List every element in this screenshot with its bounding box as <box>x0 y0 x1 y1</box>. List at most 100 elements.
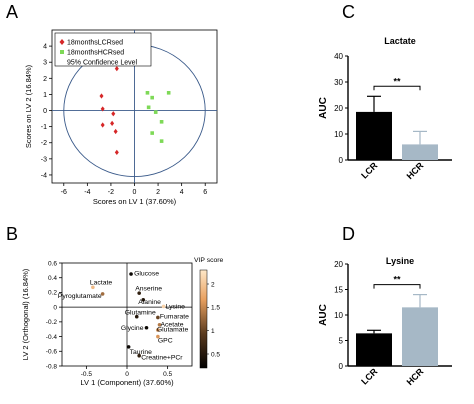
panel-d-lysine-bar-chart: Lysine 0 5 10 15 20 AUC LCR HCR ** <box>318 256 452 387</box>
y-tick-label: 4 <box>43 44 47 51</box>
loading-point <box>157 323 162 327</box>
colorbar-tick-label: 2 <box>211 281 215 288</box>
loading-label: Alanine <box>138 299 161 306</box>
colorbar-tick-label: 0.5 <box>211 351 220 358</box>
x-tick-label: -6 <box>61 189 67 196</box>
loading-label: Creatine+PCr <box>141 355 183 362</box>
y-tick-label: 2 <box>43 76 47 83</box>
y-tick-label: 0.6 <box>48 260 57 267</box>
panel-label-d: D <box>342 224 355 244</box>
loading-label: GPC <box>158 338 173 345</box>
y-tick-label: 5 <box>339 337 344 346</box>
y-tick-label: 10 <box>334 130 343 139</box>
significance-label: ** <box>393 275 401 285</box>
bar-lcr <box>356 333 392 366</box>
legend-marker-square <box>60 50 64 54</box>
loading-label: Lysine <box>166 303 186 310</box>
data-point-lcr <box>111 111 116 117</box>
bar-hcr <box>402 307 438 366</box>
x-tick-label: 2 <box>156 189 160 196</box>
loading-point <box>161 304 166 309</box>
significance-bracket <box>373 284 421 289</box>
data-point-hcr <box>166 91 171 95</box>
colorbar-tick-label: 1 <box>211 328 215 335</box>
data-point-hcr <box>159 120 164 124</box>
y-tick-label: -4 <box>41 172 47 179</box>
y-axis-label: AUC <box>318 304 329 326</box>
x-tick-label: HCR <box>405 366 426 387</box>
loading-label: Fumarate <box>160 313 189 320</box>
loading-point <box>137 353 141 358</box>
y-tick-label: 0.4 <box>48 275 57 282</box>
data-point-lcr <box>113 128 118 135</box>
y-tick-label: -0.6 <box>46 349 58 356</box>
legend-marker-diamond <box>59 39 65 45</box>
y-axis-label: AUC <box>318 97 329 119</box>
panel-b-loadings-plot: -0.5 0 0.5 -0.8 -0.6 -0.4 -0.2 0 0.2 0.4 0.6 LV 1 (… <box>21 257 224 387</box>
loading-label: Lactate <box>90 279 113 286</box>
x-axis-label: LV 1 (Component) (37.60%) <box>80 378 174 387</box>
legend-label: 18monthsHCRsed <box>67 50 124 57</box>
loading-point <box>144 325 149 330</box>
x-tick-label: HCR <box>405 160 426 181</box>
loading-point <box>129 272 133 276</box>
y-tick-label: 0.2 <box>48 290 57 297</box>
data-point-lcr <box>100 122 105 128</box>
loading-label: Acetate <box>161 321 184 328</box>
vip-colorbar <box>199 269 208 369</box>
data-point-lcr <box>110 120 115 127</box>
x-tick-label: LCR <box>359 160 380 181</box>
loading-label: Glucose <box>134 271 159 278</box>
y-tick-label: 30 <box>334 78 343 87</box>
data-point-hcr <box>150 95 154 100</box>
y-tick-label: 10 <box>334 311 343 320</box>
y-tick-label: -0.8 <box>46 363 58 370</box>
x-tick-label: 0.5 <box>163 371 172 378</box>
significance-label: ** <box>393 76 401 86</box>
y-tick-label: 0 <box>339 362 344 371</box>
data-point-hcr <box>150 131 154 135</box>
loading-label: Glutamine <box>125 310 156 317</box>
x-tick-label: -4 <box>84 189 90 196</box>
x-tick-label: 0 <box>125 371 129 378</box>
loading-point <box>156 315 160 320</box>
x-tick-label: 6 <box>203 189 207 196</box>
loading-label: Glutamate <box>157 326 189 333</box>
y-tick-label: 1 <box>43 92 47 99</box>
chart-title: Lysine <box>386 256 414 266</box>
bar-lcr <box>356 111 392 160</box>
y-tick-label: 20 <box>334 260 343 269</box>
data-point-lcr <box>100 106 105 112</box>
x-axis-label: Scores on LV 1 (37.60%) <box>93 197 177 206</box>
y-tick-label: 0 <box>43 108 47 115</box>
colorbar-title: VIP score <box>194 257 224 264</box>
panel-label-b: B <box>6 224 19 244</box>
data-point-hcr <box>153 110 158 114</box>
loading-point <box>141 297 146 302</box>
loading-point <box>137 291 141 295</box>
loading-label: Pyroglutamate <box>58 293 102 300</box>
loading-point <box>156 328 160 332</box>
data-point-hcr <box>146 105 151 110</box>
y-tick-label: -1 <box>41 124 47 131</box>
loading-label: Taurine <box>130 349 153 356</box>
y-tick-label: 3 <box>43 60 47 67</box>
y-axis-label: Scores on LV 2 (16.84%) <box>24 64 33 148</box>
data-point-hcr <box>159 139 164 143</box>
legend-label: 18monthsLCRsed <box>67 40 123 47</box>
loading-label: Anserine <box>135 286 162 293</box>
panel-c-lactate-bar-chart: Lactate 0 10 20 30 40 AUC LCR HCR ** <box>318 36 452 181</box>
data-point-lcr <box>99 93 104 99</box>
y-axis-label: LV 2 (Orthogonal) (16.84%) <box>21 268 30 360</box>
y-tick-label: -0.4 <box>46 334 58 341</box>
x-tick-label: 4 <box>180 189 184 196</box>
x-tick-label: -2 <box>108 189 114 196</box>
y-tick-label: -2 <box>41 140 47 147</box>
loading-point <box>100 292 105 296</box>
panel-label-a: A <box>6 2 19 22</box>
y-tick-label: 0 <box>339 156 344 165</box>
data-point-hcr <box>145 91 150 95</box>
legend-box <box>54 32 152 67</box>
